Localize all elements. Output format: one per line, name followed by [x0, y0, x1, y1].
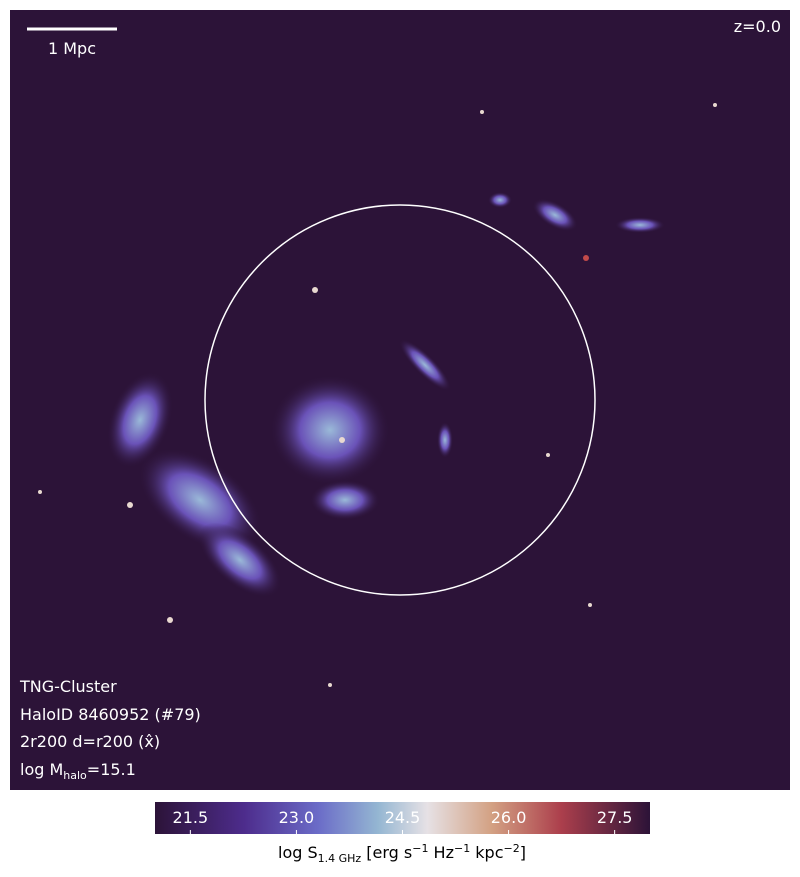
redshift: z=0.0	[734, 17, 781, 36]
colorbar	[155, 802, 650, 834]
subscript: 1.4 GHz	[318, 852, 362, 865]
text: ]	[520, 843, 526, 862]
emission	[107, 192, 665, 598]
superscript: −1	[412, 842, 428, 855]
info-line: HaloID 8460952 (#79)	[20, 705, 201, 724]
text: log M	[20, 760, 63, 779]
colorbar-tick-label: 21.5	[173, 808, 209, 827]
r200-circle	[204, 204, 596, 596]
hot-spots	[38, 103, 717, 687]
subscript: halo	[63, 769, 87, 782]
text: kpc	[470, 843, 503, 862]
text: Hz	[428, 843, 454, 862]
superscript: −2	[504, 842, 520, 855]
mass-label: log Mhalo=15.1	[20, 760, 136, 782]
info-line: 2r200 d=r200 (x̂)	[20, 732, 160, 751]
colorbar-label: log S1.4 GHz [erg s−1 Hz−1 kpc−2]	[278, 842, 526, 865]
scale-label: 1 Mpc	[48, 39, 96, 58]
text: =15.1	[87, 760, 136, 779]
superscript: −1	[454, 842, 470, 855]
info-line: TNG-Cluster	[19, 677, 117, 696]
colorbar-tick-label: 26.0	[491, 808, 527, 827]
colorbar-tick-label: 24.5	[385, 808, 421, 827]
colorbar-tick-label: 27.5	[597, 808, 633, 827]
colorbar-tick-label: 23.0	[279, 808, 315, 827]
text: [erg s	[361, 843, 412, 862]
text: log S	[278, 843, 318, 862]
